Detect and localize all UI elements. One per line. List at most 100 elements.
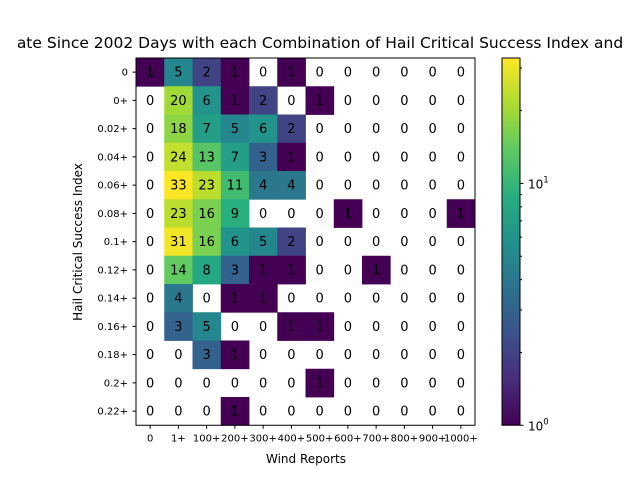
cell-value-label: 16 bbox=[198, 235, 215, 250]
cell-value-label: 0 bbox=[315, 179, 323, 194]
cell-value-label: 1 bbox=[287, 320, 295, 335]
heatmap-cell bbox=[220, 114, 250, 144]
cell-value-label: 0 bbox=[344, 320, 352, 335]
cell-value-label: 0 bbox=[457, 66, 465, 81]
cell-value-label: 0 bbox=[174, 376, 182, 391]
cell-value-label: 6 bbox=[202, 94, 210, 109]
cell-value-label: 2 bbox=[287, 235, 295, 250]
cell-value-label: 0 bbox=[344, 66, 352, 81]
x-tick-label: 1000+ bbox=[444, 433, 478, 444]
cell-value-label: 0 bbox=[287, 292, 295, 307]
x-tick-label: 0 bbox=[147, 433, 153, 444]
cell-value-label: 0 bbox=[457, 263, 465, 278]
cell-value-label: 1 bbox=[231, 292, 239, 307]
cell-value-label: 0 bbox=[146, 405, 154, 420]
y-tick-label: 0 bbox=[122, 68, 128, 79]
cell-value-label: 0 bbox=[428, 66, 436, 81]
heatmap-cell bbox=[192, 142, 222, 172]
cell-value-label: 0 bbox=[344, 179, 352, 194]
heatmap-cell bbox=[164, 114, 193, 144]
y-tick-label: 0.04+ bbox=[97, 152, 128, 163]
cell-value-label: 0 bbox=[259, 207, 267, 222]
cell-value-label: 0 bbox=[400, 122, 408, 137]
cell-value-label: 0 bbox=[287, 207, 295, 222]
x-tick-label: 800+ bbox=[391, 433, 418, 444]
cell-value-label: 5 bbox=[202, 320, 210, 335]
cell-value-label: 0 bbox=[428, 179, 436, 194]
cell-value-label: 24 bbox=[170, 150, 187, 165]
colorbar-tick-label: 100 bbox=[528, 417, 549, 433]
cell-value-label: 0 bbox=[372, 207, 380, 222]
cell-value-label: 0 bbox=[146, 263, 154, 278]
heatmap-cell bbox=[220, 340, 250, 370]
cell-value-label: 0 bbox=[315, 235, 323, 250]
cell-value-label: 1 bbox=[259, 263, 267, 278]
cell-value-label: 0 bbox=[344, 150, 352, 165]
cell-value-label: 0 bbox=[457, 292, 465, 307]
colorbar-gradient bbox=[502, 58, 520, 426]
y-tick-label: 0.18+ bbox=[97, 350, 128, 361]
y-tick-label: 0.06+ bbox=[97, 181, 128, 192]
cell-value-label: 0 bbox=[344, 292, 352, 307]
cell-value-label: 3 bbox=[202, 348, 210, 363]
heatmap-cell bbox=[192, 340, 222, 370]
cell-value-label: 3 bbox=[174, 320, 182, 335]
cell-value-label: 0 bbox=[146, 292, 154, 307]
heatmap-cell bbox=[249, 86, 278, 115]
cell-value-label: 0 bbox=[146, 122, 154, 137]
heatmap-cell bbox=[192, 58, 222, 87]
heatmap-cell bbox=[164, 255, 193, 285]
cell-value-label: 0 bbox=[400, 292, 408, 307]
cell-value-label: 0 bbox=[400, 348, 408, 363]
heatmap-cell bbox=[305, 86, 335, 115]
colorbar-ticks: 100 101 bbox=[520, 67, 549, 433]
cell-value-label: 0 bbox=[202, 292, 210, 307]
heatmap-cell bbox=[446, 199, 476, 228]
heatmap-cell bbox=[220, 255, 250, 285]
cell-value-label: 0 bbox=[259, 320, 267, 335]
heatmap-cell bbox=[305, 368, 335, 398]
chart-title: ate Since 2002 Days with each Combinatio… bbox=[17, 34, 623, 52]
cell-value-label: 6 bbox=[259, 122, 267, 137]
colorbar-frame bbox=[501, 57, 521, 426]
x-tick-label: 700+ bbox=[362, 433, 389, 444]
y-tick-label: 0.1+ bbox=[104, 237, 128, 248]
heatmap-cell-labels: 1 5 2 1 0 1 0 0 0 0 0 00 20 6 1 2 0 1 0 0 0 0 00 18 7 5 6 2 0 0 0 0 0 00 2… bbox=[146, 66, 465, 420]
cell-value-label: 0 bbox=[428, 292, 436, 307]
x-tick-label: 600+ bbox=[334, 433, 361, 444]
heatmap-cell bbox=[277, 114, 306, 144]
cell-value-label: 0 bbox=[372, 235, 380, 250]
cell-value-label: 0 bbox=[372, 376, 380, 391]
cell-value-label: 0 bbox=[231, 376, 239, 391]
cell-value-label: 0 bbox=[146, 179, 154, 194]
heatmap-cell bbox=[220, 86, 250, 115]
heatmap-cell bbox=[220, 58, 250, 87]
cell-value-label: 1 bbox=[287, 150, 295, 165]
y-tick-label: 0.08+ bbox=[97, 209, 128, 220]
heatmap-cells bbox=[136, 58, 476, 426]
cell-value-label: 0 bbox=[372, 348, 380, 363]
cell-value-label: 20 bbox=[170, 94, 187, 109]
cell-value-label: 0 bbox=[372, 405, 380, 420]
cell-value-label: 0 bbox=[287, 376, 295, 391]
y-tick-label: 0.02+ bbox=[97, 124, 128, 135]
cell-value-label: 0 bbox=[428, 405, 436, 420]
cell-value-label: 0 bbox=[372, 94, 380, 109]
heatmap-cell bbox=[192, 255, 222, 285]
cell-value-label: 3 bbox=[259, 150, 267, 165]
cell-value-label: 4 bbox=[174, 292, 182, 307]
cell-value-label: 0 bbox=[457, 235, 465, 250]
cell-value-label: 0 bbox=[457, 150, 465, 165]
cell-value-label: 0 bbox=[259, 405, 267, 420]
heatmap-cell bbox=[249, 171, 278, 200]
cell-value-label: 1 bbox=[315, 320, 323, 335]
heatmap-cell bbox=[164, 58, 193, 87]
cell-value-label: 11 bbox=[227, 179, 244, 194]
cell-value-label: 14 bbox=[170, 263, 187, 278]
cell-value-label: 0 bbox=[344, 263, 352, 278]
x-axis-ticks: 0 1+ 100+ 200+ 300+ 400+ 500+ 600+ 700+ 800+ 900+1… bbox=[147, 425, 478, 444]
cell-value-label: 0 bbox=[344, 348, 352, 363]
cell-value-label: 4 bbox=[287, 179, 295, 194]
y-tick-label: 0.14+ bbox=[97, 294, 128, 305]
